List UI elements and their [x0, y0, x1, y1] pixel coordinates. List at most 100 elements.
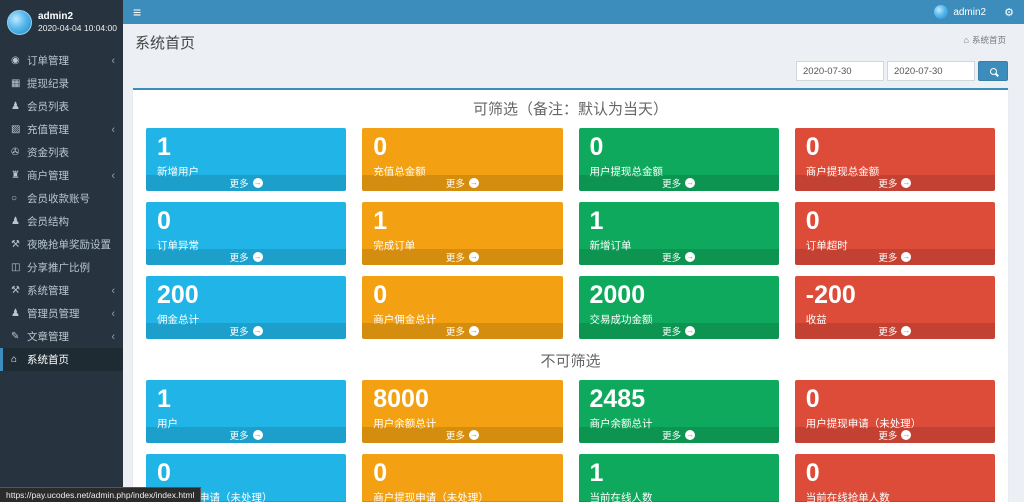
stat-label: 用户提现申请（未处理） — [805, 417, 922, 430]
more-link[interactable]: 更多→ — [146, 249, 347, 265]
stat-value: 2485 — [589, 385, 646, 413]
stat-label: 新增订单 — [589, 239, 632, 252]
stat-label: 商户余额总计 — [589, 417, 653, 430]
more-link[interactable]: 更多→ — [362, 175, 563, 191]
users-icon: ♟ — [11, 216, 20, 227]
more-label: 更多 — [878, 253, 898, 264]
more-link[interactable]: 更多→ — [794, 249, 995, 265]
stat-label: 订单超时 — [805, 239, 848, 252]
target-icon: ◉ — [11, 55, 20, 66]
arrow-circle-right-icon: → — [901, 326, 912, 336]
page-title: 系统首页 — [135, 35, 196, 52]
more-label: 更多 — [229, 179, 249, 190]
bank-icon: ♜ — [11, 170, 20, 181]
cards-grid: 1 用户 更多 → 8000 用户余额总计 更多 → 2485 商户余额总计 更多 → 0 用户提现申请（… — [133, 380, 1008, 502]
edit-icon: ✎ — [11, 331, 20, 342]
more-link[interactable]: 更多→ — [578, 427, 779, 443]
more-label: 更多 — [445, 327, 465, 338]
chevron-left-icon: ‹ — [111, 307, 115, 320]
circle-icon: ○ — [11, 193, 18, 204]
chevron-left-icon: ‹ — [111, 284, 115, 297]
more-link[interactable]: 更多→ — [578, 249, 779, 265]
more-link[interactable]: 更多→ — [794, 427, 995, 443]
sidebar-item-member-list[interactable]: ♟ 会员列表 — [0, 95, 123, 118]
more-label: 更多 — [229, 253, 249, 264]
cards-grid: 1 新增用户 更多 → 0 充值总金额 更多 → 0 用户提现总金额 更多 → 0 商户提现总金额 更多 → 0… — [133, 128, 1008, 339]
stat-value: 1 — [589, 207, 604, 235]
more-link[interactable]: 更多→ — [362, 427, 563, 443]
sidebar-item-order-management[interactable]: ◉ 订单管理 ‹ — [0, 49, 123, 72]
stat-value: 0 — [373, 281, 388, 309]
more-link[interactable]: 更多→ — [146, 323, 347, 339]
users-icon: ♟ — [11, 308, 20, 319]
stat-card: 0当前在线抢单人数更多→ — [794, 454, 995, 502]
more-link[interactable]: 更多→ — [794, 323, 995, 339]
arrow-circle-right-icon: → — [685, 430, 696, 440]
arrow-circle-right-icon: → — [252, 430, 263, 440]
sidebar-item-article-management[interactable]: ✎ 文章管理 ‹ — [0, 325, 123, 348]
chevron-left-icon: ‹ — [111, 169, 115, 182]
date-from-input[interactable] — [796, 61, 884, 81]
stat-card: 1当前在线人数更多→ — [578, 454, 779, 502]
stat-card: 0 订单超时 更多 → — [794, 202, 995, 265]
more-link[interactable]: 更多→ — [146, 175, 347, 191]
arrow-circle-right-icon: → — [685, 326, 696, 336]
gears-icon[interactable]: ⚙ — [1004, 6, 1014, 19]
sidebar-item-system-management[interactable]: ⚒ 系统管理 ‹ — [0, 279, 123, 302]
sidebar-user-panel: admin2 2020-04-04 10:04:00 — [0, 0, 123, 43]
arrow-circle-right-icon: → — [901, 178, 912, 188]
sidebar-datetime: 2020-04-04 10:04:00 — [38, 23, 117, 34]
topbar-user-menu[interactable]: admin2 — [926, 0, 994, 24]
more-label: 更多 — [878, 179, 898, 190]
sidebar-item-member-payment-account[interactable]: ○ 会员收款账号 — [0, 187, 123, 210]
sidebar-item-night-grab-reward-setting[interactable]: ⚒ 夜晚抢单奖励设置 — [0, 233, 123, 256]
sidebar-item-label: 文章管理 — [27, 331, 69, 343]
sidebar-item-label: 管理员管理 — [27, 308, 80, 320]
stat-value: 0 — [805, 133, 820, 161]
topbar: ≡ admin2 ⚙ — [123, 0, 1024, 24]
more-link[interactable]: 更多→ — [578, 323, 779, 339]
more-label: 更多 — [445, 431, 465, 442]
arrow-circle-right-icon: → — [901, 252, 912, 262]
stat-value: 1 — [157, 385, 171, 413]
stat-value: 0 — [805, 207, 820, 235]
arrow-circle-right-icon: → — [468, 178, 479, 188]
stat-value: 1 — [373, 207, 388, 235]
sidebar-toggle-icon[interactable]: ≡ — [133, 4, 142, 20]
stat-card: 2000 交易成功金额 更多 → — [578, 276, 779, 339]
stat-card: 2485 商户余额总计 更多 → — [578, 380, 779, 443]
sidebar-item-merchant-management[interactable]: ♜ 商户管理 ‹ — [0, 164, 123, 187]
more-link[interactable]: 更多→ — [362, 323, 563, 339]
more-label: 更多 — [662, 253, 682, 264]
sidebar-item-member-structure[interactable]: ♟ 会员结构 — [0, 210, 123, 233]
stat-card: 0 用户提现申请（未处理） 更多 → — [794, 380, 995, 443]
stat-card: 1 用户 更多 → — [146, 380, 347, 443]
date-to-input[interactable] — [887, 61, 975, 81]
user-avatar-small — [934, 5, 949, 19]
breadcrumb[interactable]: ⌂ 系统首页 — [964, 34, 1006, 46]
more-label: 更多 — [878, 431, 898, 442]
arrow-circle-right-icon: → — [685, 178, 696, 188]
sidebar-item-system-home[interactable]: ⌂ 系统首页 — [0, 348, 123, 371]
stat-card: 0 充值总金额 更多 → — [362, 128, 563, 191]
search-button[interactable] — [978, 61, 1008, 81]
sidebar-item-admin-management[interactable]: ♟ 管理员管理 ‹ — [0, 302, 123, 325]
sidebar-item-label: 系统管理 — [27, 285, 69, 297]
more-link[interactable]: 更多→ — [362, 249, 563, 265]
stat-label: 用户 — [157, 417, 178, 430]
more-link[interactable]: 更多→ — [578, 175, 779, 191]
stat-value: 200 — [157, 281, 199, 309]
stats-panel: 可筛选（备注：默认为当天） 1 新增用户 更多 → 0 充值总金额 更多 → 0 用户提现总金额 更多… — [133, 88, 1008, 502]
sidebar-item-label: 分享推广比例 — [27, 262, 90, 274]
sidebar-item-withdraw-records[interactable]: ▦ 提现纪录 — [0, 72, 123, 95]
stat-card: 1 完成订单 更多 → — [362, 202, 563, 265]
stat-label: 佣金总计 — [157, 313, 199, 326]
more-link[interactable]: 更多→ — [794, 175, 995, 191]
sidebar-item-funds-list[interactable]: ✇ 资金列表 — [0, 141, 123, 164]
more-link[interactable]: 更多→ — [146, 427, 347, 443]
stat-value: -200 — [805, 281, 856, 309]
sidebar-item-label: 会员结构 — [27, 216, 69, 228]
stat-card: 1 新增用户 更多 → — [146, 128, 347, 191]
sidebar-item-share-promotion-ratio[interactable]: ◫ 分享推广比例 — [0, 256, 123, 279]
sidebar-item-recharge-management[interactable]: ▨ 充值管理 ‹ — [0, 118, 123, 141]
